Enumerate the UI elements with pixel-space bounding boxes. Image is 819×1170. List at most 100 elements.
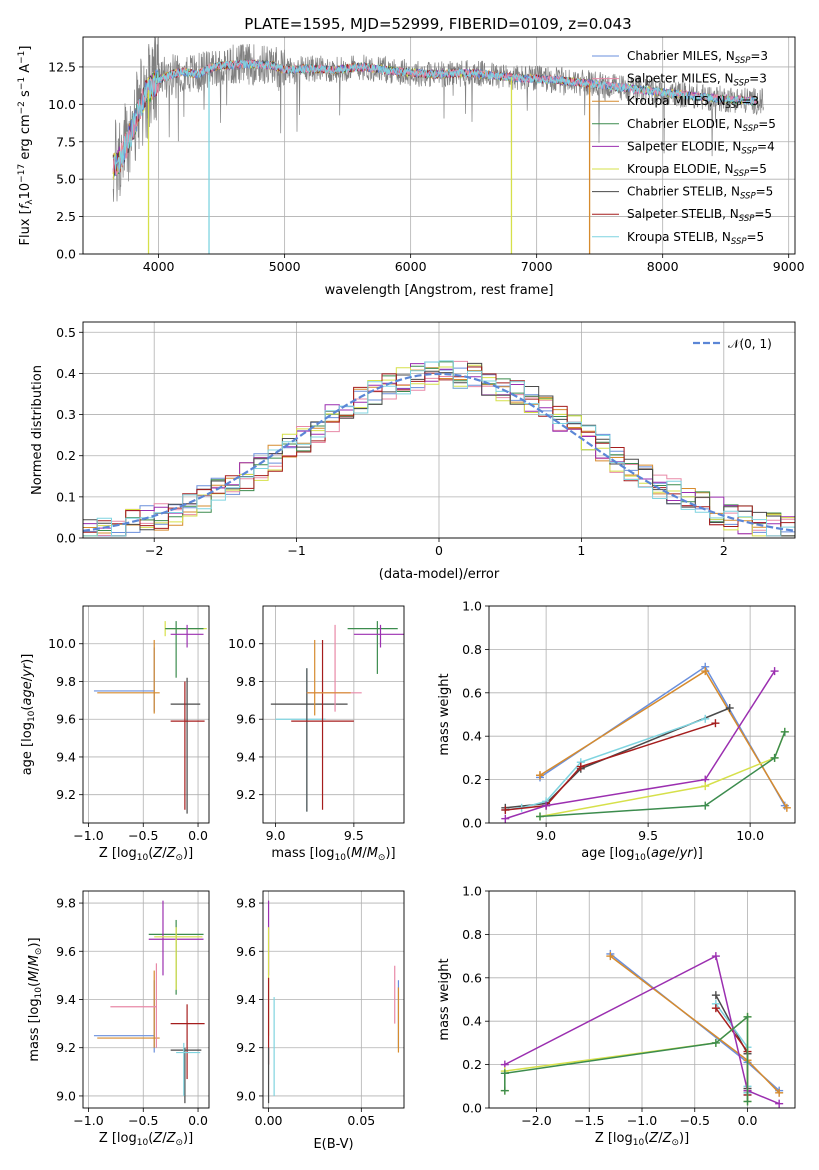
x-tick-label: 0.0 [188, 828, 208, 843]
y-tick-label: 10.0 [48, 97, 76, 112]
plot-area [267, 900, 400, 1104]
axes-frame [82, 605, 210, 824]
y-tick-label: 9.0 [56, 1088, 76, 1103]
y-axis-label: Flux [fλ10−17 erg cm−2 s−1 A−1] [17, 46, 35, 246]
x-tick-label: −1.0 [627, 1113, 657, 1128]
y-tick-label: 0.0 [56, 531, 76, 546]
normal-curve [83, 372, 795, 532]
legend-label: Kroupa MILES, NSSP=3 [627, 94, 759, 111]
panel-mass-vs-Z: −1.0 −0.5 0.0 9.0 9.2 9.4 9.6 9.8 Z [log10(Z/Z⊙)… [27, 890, 210, 1148]
legend-label: Chabrier MILES, NSSP=3 [627, 49, 768, 66]
y-tick-label: 10.0 [228, 636, 256, 651]
x-tick-label: 6000 [395, 259, 427, 274]
axes-frame [262, 890, 405, 1109]
histogram-step [83, 366, 795, 537]
y-tick-label: 9.8 [56, 674, 76, 689]
grid [263, 891, 404, 1108]
x-tick-label: 8000 [647, 259, 679, 274]
plot-area [93, 900, 205, 1104]
y-tick-label: 0.1 [56, 489, 76, 504]
x-tick-label: −0.5 [680, 1113, 710, 1128]
y-tick-label: 7.5 [56, 134, 76, 149]
x-tick-label: −1 [287, 543, 305, 558]
x-tick-label: −2 [145, 543, 163, 558]
panel-mass-vs-EBV: 0.00 0.05 9.0 9.2 9.4 9.6 9.8 E(B-V) [236, 890, 405, 1152]
grid [489, 890, 795, 1109]
x-tick-label: 0.05 [347, 1113, 375, 1128]
x-tick-label: 1 [577, 543, 585, 558]
y-tick-label: 0.4 [462, 1014, 482, 1029]
y-tick-label: 9.6 [236, 944, 256, 959]
legend-label: Salpeter ELODIE, NSSP=4 [627, 139, 775, 156]
y-tick-label: 10.0 [48, 636, 76, 651]
y-tick-label: 0.4 [462, 729, 482, 744]
x-tick-label: 2 [720, 543, 728, 558]
panel-age-vs-mass: 9.0 9.5 9.2 9.4 9.6 9.8 10.0 mass [log10(M/M⊙)] [228, 605, 405, 863]
x-tick-label: 0.0 [188, 1113, 208, 1128]
y-tick-label: 9.2 [236, 787, 256, 802]
y-tick-label: 9.8 [236, 896, 256, 911]
y-axis-label: mass weight [437, 958, 452, 1040]
axes-frame [82, 321, 796, 539]
x-axis-label: (data-model)/error [379, 567, 500, 582]
x-tick-label: 9.5 [344, 828, 364, 843]
y-tick-label: 0.3 [56, 407, 76, 422]
x-axis-label: mass [log10(M/M⊙)] [271, 846, 395, 863]
y-axis-label: Normed distribution [30, 365, 45, 495]
x-tick-label: 9.5 [638, 828, 658, 843]
x-tick-label: 10.0 [736, 828, 764, 843]
legend-label: Salpeter MILES, NSSP=3 [627, 72, 767, 89]
y-tick-label: 0.6 [462, 970, 482, 985]
series-line [504, 954, 780, 1105]
y-tick-label: 0.4 [56, 366, 76, 381]
panel-massweight-vs-age: 9.0 9.5 10.0 0.0 0.2 0.4 0.6 0.8 1.0 age [log10(a… [437, 599, 796, 863]
y-tick-label: 9.8 [236, 674, 256, 689]
series-line [505, 722, 716, 811]
legend-label: 𝒩(0, 1) [728, 337, 772, 351]
y-tick-label: 9.4 [56, 749, 76, 764]
spectrum-model-line [112, 58, 758, 173]
grid [83, 606, 209, 823]
x-tick-label: 9.0 [536, 828, 556, 843]
x-tick-label: 0.00 [255, 1113, 283, 1128]
axes-frame [82, 890, 210, 1109]
y-tick-label: 9.4 [56, 992, 76, 1007]
plot-area [93, 621, 207, 814]
x-tick-label: 7000 [521, 259, 553, 274]
y-tick-label: 0.0 [462, 1101, 482, 1116]
plot-area [112, 37, 764, 254]
y-tick-label: 1.0 [462, 884, 482, 899]
y-tick-label: 9.2 [56, 1040, 76, 1055]
y-tick-label: 9.0 [236, 1088, 256, 1103]
x-tick-label: 0.0 [738, 1113, 758, 1128]
legend-label: Chabrier ELODIE, NSSP=5 [627, 117, 776, 134]
plot-area [270, 621, 404, 812]
histogram-step [83, 361, 795, 537]
legend-label: Chabrier STELIB, NSSP=5 [627, 185, 773, 202]
series-line [504, 1015, 749, 1102]
y-tick-label: 0.6 [462, 685, 482, 700]
x-tick-label: 4000 [143, 259, 175, 274]
y-tick-label: 0.8 [462, 642, 482, 657]
y-axis-label: mass [log10(M/M⊙)] [27, 937, 44, 1061]
y-tick-label: 9.2 [236, 1040, 256, 1055]
x-axis-label: Z [log10(Z/Z⊙)] [99, 846, 193, 863]
x-axis-label: E(B-V) [313, 1137, 353, 1152]
y-tick-label: 9.6 [56, 712, 76, 727]
series-line [505, 707, 730, 809]
y-tick-label: 0.8 [462, 927, 482, 942]
y-tick-label: 2.5 [56, 209, 76, 224]
axes-frame [488, 890, 796, 1109]
x-tick-label: −1.0 [73, 1113, 103, 1128]
y-tick-label: 9.4 [236, 749, 256, 764]
plot-area [501, 662, 791, 823]
y-axis-label: mass weight [437, 673, 452, 755]
y-tick-label: 0.0 [56, 247, 76, 262]
x-tick-label: −2.0 [521, 1113, 551, 1128]
legend-label: Kroupa STELIB, NSSP=5 [627, 230, 764, 247]
x-tick-label: 5000 [269, 259, 301, 274]
y-tick-label: 1.0 [462, 599, 482, 614]
panel-residual-histogram: −2 −1 0 1 2 0.0 0.1 0.2 0.3 0.4 0.5 (data-model)/er… [30, 321, 796, 582]
panel-age-vs-Z: −1.0 −0.5 0.0 9.2 9.4 9.6 9.8 10.0 Z [log10(Z/Z⊙… [20, 605, 210, 863]
y-tick-label: 9.6 [56, 944, 76, 959]
